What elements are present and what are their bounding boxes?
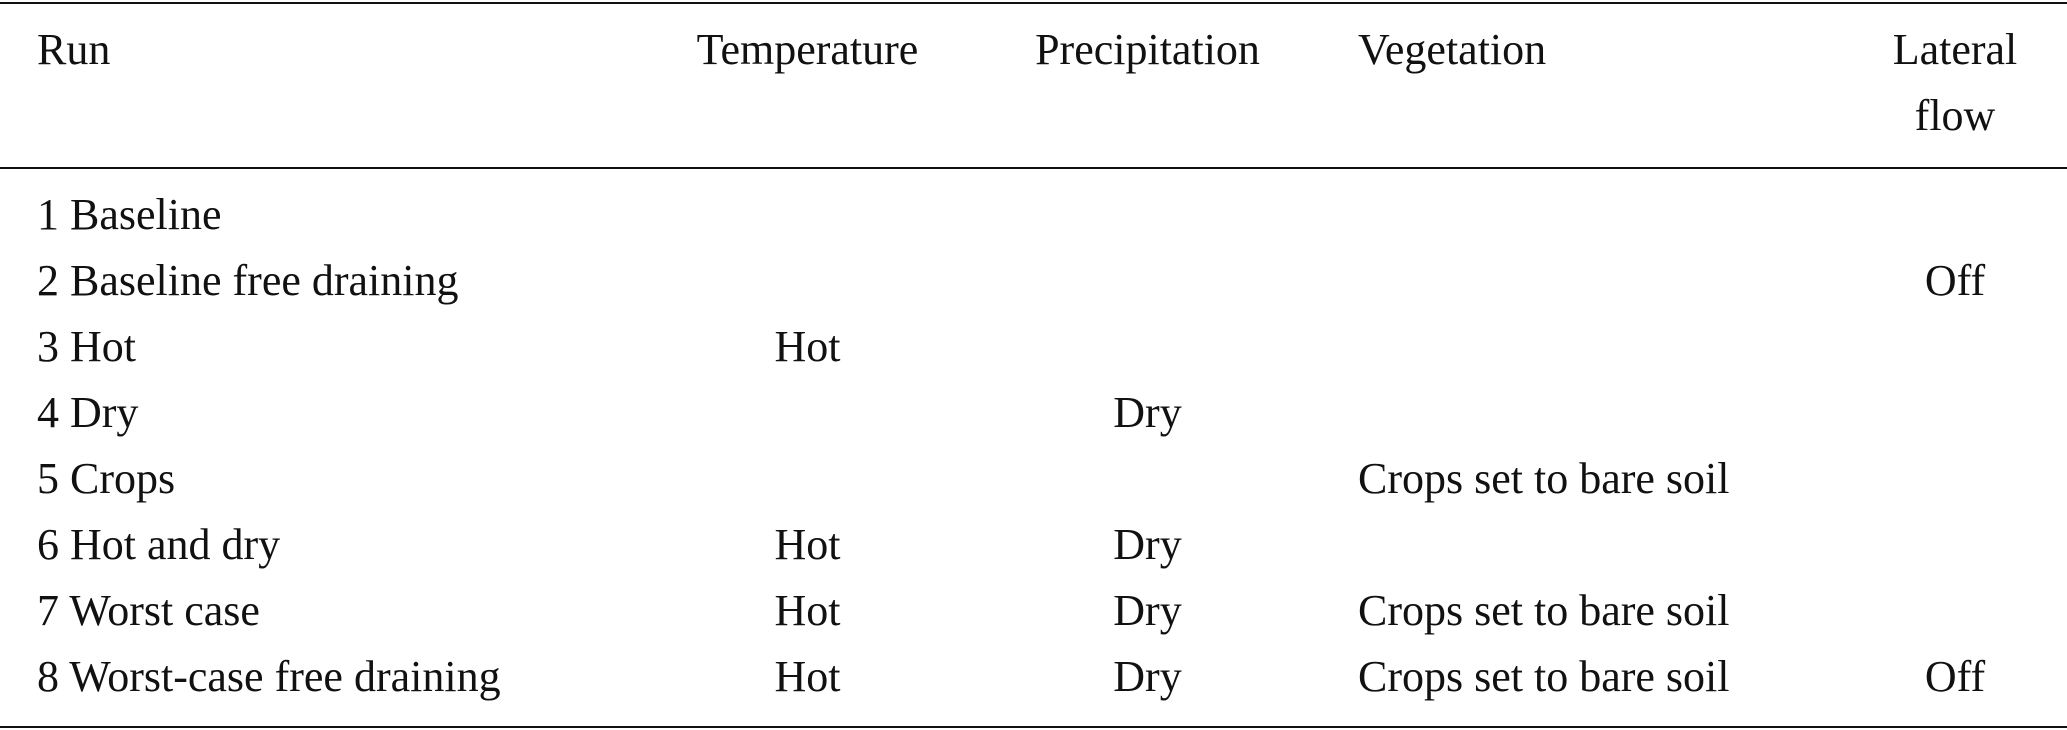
header-lateral-flow: Lateral flow xyxy=(1880,0,2030,167)
table-row: 6 Hot and dry Hot Dry xyxy=(0,512,2030,578)
cell-temperature xyxy=(650,248,965,314)
cell-lateral-flow xyxy=(1880,578,2030,644)
header-vegetation: Vegetation xyxy=(1330,0,1880,167)
header-rule xyxy=(0,167,2067,169)
cell-lateral-flow xyxy=(1880,446,2030,512)
cell-precipitation xyxy=(965,314,1330,380)
cell-run: 5 Crops xyxy=(37,454,176,503)
cell-run: 3 Hot xyxy=(37,322,136,371)
table-row: 2 Baseline free draining Off xyxy=(0,248,2030,314)
cell-vegetation xyxy=(1330,248,1880,314)
cell-precipitation: Dry xyxy=(1113,586,1182,635)
table-row: 7 Worst case Hot Dry Crops set to bare soil xyxy=(0,578,2030,644)
cell-vegetation: Crops set to bare soil xyxy=(1358,652,1730,701)
cell-vegetation xyxy=(1330,380,1880,446)
header-run-label: Run xyxy=(37,25,111,74)
runs-table: Run Temperature Precipitation Vegetation… xyxy=(0,0,2030,710)
table-row: 5 Crops Crops set to bare soil xyxy=(0,446,2030,512)
cell-lateral-flow: Off xyxy=(1924,652,1986,701)
cell-vegetation xyxy=(1330,182,1880,248)
cell-precipitation: Dry xyxy=(1113,388,1182,437)
cell-vegetation: Crops set to bare soil xyxy=(1358,586,1730,635)
cell-lateral-flow xyxy=(1880,182,2030,248)
cell-vegetation xyxy=(1330,314,1880,380)
cell-run: 7 Worst case xyxy=(37,586,260,635)
cell-precipitation xyxy=(965,182,1330,248)
header-row: Run Temperature Precipitation Vegetation… xyxy=(0,0,2030,167)
cell-temperature xyxy=(650,446,965,512)
cell-vegetation: Crops set to bare soil xyxy=(1358,454,1730,503)
header-lateral-line2: flow xyxy=(1914,91,1996,140)
cell-run: 8 Worst-case free draining xyxy=(37,652,501,701)
cell-lateral-flow: Off xyxy=(1924,256,1986,305)
header-precipitation: Precipitation xyxy=(965,0,1330,167)
cell-run: 2 Baseline free draining xyxy=(37,256,459,305)
header-vegetation-label: Vegetation xyxy=(1358,25,1547,74)
cell-run: 6 Hot and dry xyxy=(37,520,281,569)
cell-lateral-flow xyxy=(1880,380,2030,446)
header-precipitation-label: Precipitation xyxy=(1035,25,1260,74)
cell-lateral-flow xyxy=(1880,314,2030,380)
cell-precipitation xyxy=(965,248,1330,314)
spacer-row xyxy=(0,167,2030,182)
cell-temperature: Hot xyxy=(774,322,841,371)
cell-precipitation: Dry xyxy=(1113,520,1182,569)
bottom-rule xyxy=(0,726,2067,728)
cell-precipitation xyxy=(965,446,1330,512)
cell-temperature: Hot xyxy=(774,586,841,635)
table-row: 8 Worst-case free draining Hot Dry Crops se… xyxy=(0,644,2030,710)
cell-temperature xyxy=(650,380,965,446)
spacer-cell xyxy=(0,167,2030,182)
header-run: Run xyxy=(0,0,650,167)
top-rule xyxy=(0,2,2067,4)
header-lateral-line1: Lateral xyxy=(1892,25,2018,74)
header-lateral-flow-label: Lateral flow xyxy=(1880,0,2030,149)
cell-run: 1 Baseline xyxy=(37,190,222,239)
header-temperature: Temperature xyxy=(650,0,965,167)
header-temperature-label: Temperature xyxy=(696,25,919,74)
cell-temperature xyxy=(650,182,965,248)
cell-lateral-flow xyxy=(1880,512,2030,578)
table-row: 3 Hot Hot xyxy=(0,314,2030,380)
table-row: 1 Baseline xyxy=(0,182,2030,248)
cell-vegetation xyxy=(1330,512,1880,578)
table-row: 4 Dry Dry xyxy=(0,380,2030,446)
cell-temperature: Hot xyxy=(774,520,841,569)
cell-precipitation: Dry xyxy=(1113,652,1182,701)
cell-run: 4 Dry xyxy=(37,388,139,437)
cell-temperature: Hot xyxy=(774,652,841,701)
